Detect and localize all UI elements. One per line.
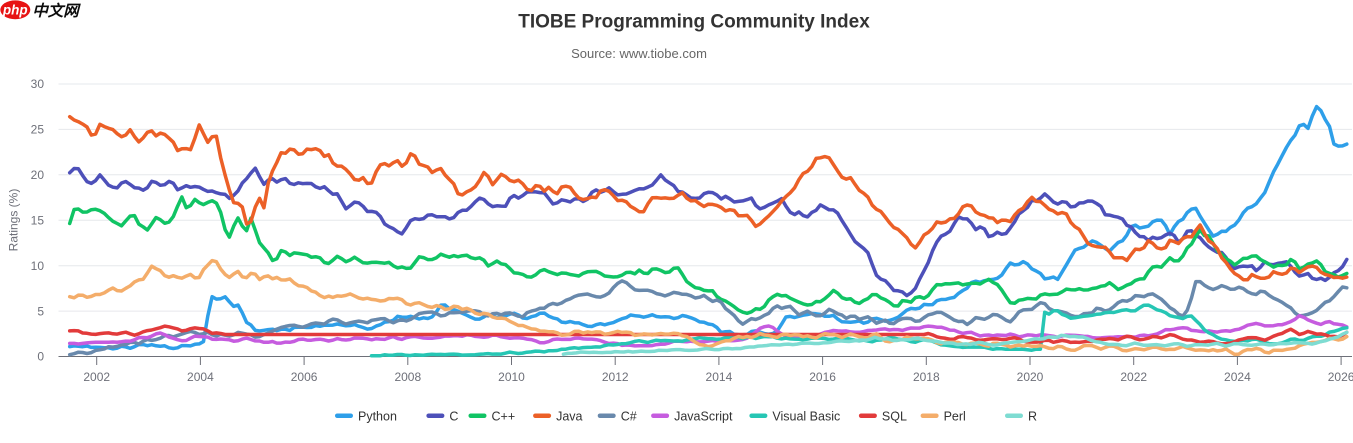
svg-text:2004: 2004 — [187, 370, 214, 384]
svg-text:0: 0 — [37, 350, 44, 364]
svg-text:20: 20 — [31, 168, 45, 182]
svg-text:Java: Java — [556, 410, 582, 424]
svg-text:2010: 2010 — [498, 370, 525, 384]
svg-text:中文网: 中文网 — [32, 2, 81, 20]
svg-text:Source: www.tiobe.com: Source: www.tiobe.com — [571, 46, 707, 61]
svg-text:2012: 2012 — [602, 370, 629, 384]
svg-text:10: 10 — [31, 259, 45, 273]
svg-text:25: 25 — [31, 123, 45, 137]
svg-text:30: 30 — [31, 77, 45, 91]
svg-text:C#: C# — [621, 410, 637, 424]
svg-text:2002: 2002 — [83, 370, 110, 384]
svg-text:2020: 2020 — [1017, 370, 1044, 384]
svg-text:2022: 2022 — [1120, 370, 1147, 384]
svg-text:Ratings (%): Ratings (%) — [7, 189, 21, 252]
svg-text:2014: 2014 — [706, 370, 733, 384]
svg-text:2026: 2026 — [1328, 370, 1353, 384]
svg-text:C: C — [449, 410, 458, 424]
svg-text:15: 15 — [31, 214, 45, 228]
svg-text:php: php — [2, 3, 28, 18]
svg-text:2016: 2016 — [809, 370, 836, 384]
svg-text:JavaScript: JavaScript — [674, 410, 733, 424]
svg-text:C++: C++ — [492, 410, 516, 424]
svg-text:2024: 2024 — [1224, 370, 1251, 384]
svg-text:2018: 2018 — [913, 370, 940, 384]
svg-text:5: 5 — [37, 304, 44, 318]
svg-text:Python: Python — [358, 410, 397, 424]
svg-text:2008: 2008 — [394, 370, 421, 384]
svg-text:Perl: Perl — [944, 410, 966, 424]
svg-text:SQL: SQL — [882, 410, 907, 424]
svg-text:TIOBE Programming Community In: TIOBE Programming Community Index — [518, 12, 870, 33]
svg-text:R: R — [1028, 410, 1037, 424]
svg-text:2006: 2006 — [291, 370, 318, 384]
svg-text:Visual Basic: Visual Basic — [772, 410, 840, 424]
